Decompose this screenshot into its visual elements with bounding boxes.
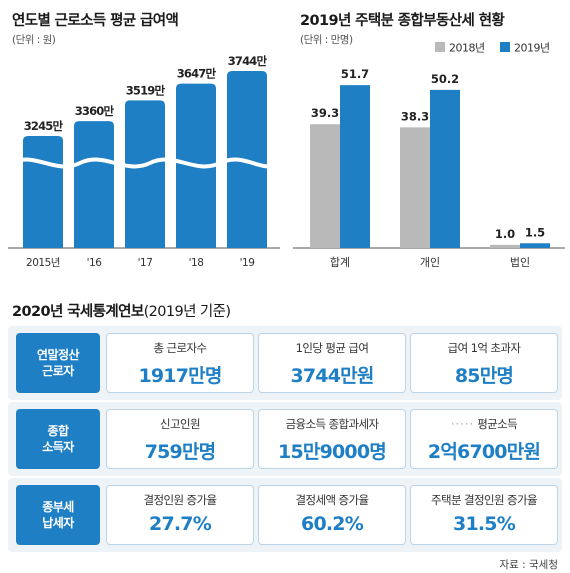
stat-label: 결정세액 증가율 <box>295 493 370 507</box>
tick-label-1: 개인 <box>420 256 440 269</box>
bar-2-0 <box>490 244 520 248</box>
data-label-0-0: 39.3 <box>311 106 339 120</box>
tick-label-1: '16 <box>87 257 103 269</box>
data-label-4: 3744만 <box>228 54 268 68</box>
legend-swatch-1 <box>500 42 510 52</box>
row-label-line1: 종부세 <box>42 500 74 514</box>
row-label-line2: 근로자 <box>42 364 74 378</box>
bar-0 <box>23 136 63 248</box>
left-chart-title: 연도별 근로소득 평균 급여액 <box>12 13 179 29</box>
data-label-1-0: 38.3 <box>401 109 429 123</box>
tick-label-0: 2015년 <box>26 257 60 269</box>
bar-2-1 <box>520 243 550 248</box>
tick-label-0: 합계 <box>330 256 350 269</box>
dotted-leader: ····· <box>450 417 475 431</box>
bar-1-0 <box>400 127 430 248</box>
yearbook-title-bold: 2020년 국세통계연보 <box>12 304 144 320</box>
stat-value: 60.2% <box>301 513 364 535</box>
data-label-1-1: 50.2 <box>431 72 459 86</box>
data-label-0-1: 51.7 <box>341 67 369 81</box>
tick-label-3: '18 <box>189 257 204 269</box>
tick-label-2: 법인 <box>510 256 530 269</box>
stat-value: 3744만원 <box>290 365 374 387</box>
stat-label: ····· 평균소득 <box>411 416 557 432</box>
bar-2 <box>125 100 165 248</box>
row-label-line2: 소득자 <box>42 440 74 454</box>
row-label-line1: 연말정산 <box>36 348 80 362</box>
right-bar-chart: 2018년 2019년 39.3 51.7 합계 38.3 50.2 개인 1.0 1.5 법인 <box>293 42 565 269</box>
axis-break-wave <box>11 157 282 169</box>
data-label-0: 3245만 <box>24 119 64 133</box>
data-label-2: 3519만 <box>126 83 166 97</box>
stat-value: 85만명 <box>454 365 514 387</box>
stat-value: 759만명 <box>144 441 216 463</box>
stat-label: 1인당 평균 급여 <box>295 341 369 355</box>
data-label-3: 3647만 <box>177 67 217 81</box>
stat-avg-salary: 1인당 평균 급여 3744만원 <box>258 333 406 393</box>
legend-label-0: 2018년 <box>449 42 485 55</box>
stat-label-text: 평균소득 <box>477 417 518 431</box>
stat-value: 1917만명 <box>138 365 222 387</box>
yearbook-title-light: (2019년 기준) <box>143 304 231 320</box>
data-label-2-0: 1.0 <box>495 227 515 241</box>
stat-label: 주택분 결정인원 증가율 <box>431 493 538 507</box>
bar-0-0 <box>310 124 340 248</box>
source-note: 자료 : 국세청 <box>499 559 558 571</box>
left-bar-chart: 3245만 2015년 3360만 '16 3519만 '17 3647만 '18 3744만 '… <box>8 54 282 269</box>
stat-label: 결정인원 증가율 <box>143 493 218 507</box>
stat-label: 급여 1억 초과자 <box>447 341 521 355</box>
data-label-1: 3360만 <box>75 104 115 118</box>
stat-decided-persons-growth: 결정인원 증가율 27.7% <box>106 485 254 545</box>
data-label-2-1: 1.5 <box>525 225 545 239</box>
yearbook-title: 2020년 국세통계연보(2019년 기준) <box>12 300 231 321</box>
tick-label-4: '19 <box>240 257 255 269</box>
right-chart-title: 2019년 주택분 종합부동산세 현황 <box>300 13 505 29</box>
row-label-line2: 납세자 <box>42 516 74 530</box>
stat-decided-amount-growth: 결정세액 증가율 60.2% <box>258 485 406 545</box>
legend-label-1: 2019년 <box>514 42 550 55</box>
stat-value: 27.7% <box>149 513 212 535</box>
legend-swatch-0 <box>435 42 445 52</box>
bar-1-1 <box>430 89 460 248</box>
bar-0-1 <box>340 85 370 248</box>
right-chart-unit: (단위 : 만명) <box>300 34 353 46</box>
stat-label: 금융소득 종합과세자 <box>285 417 379 431</box>
stat-value: 15만9000명 <box>278 441 387 463</box>
stat-housing-decided-growth: 주택분 결정인원 증가율 31.5% <box>410 485 558 545</box>
stat-filers: 신고인원 759만명 <box>106 409 254 469</box>
stat-label: 총 근로자수 <box>153 341 208 355</box>
row-label-line1: 종합 <box>47 424 69 438</box>
bar-1 <box>74 121 114 248</box>
stat-total-workers: 총 근로자수 1917만명 <box>106 333 254 393</box>
stat-over-100m: 급여 1억 초과자 85만명 <box>410 333 558 393</box>
stat-value: 2억6700만원 <box>427 441 541 463</box>
stat-financial-income-taxpayers: 금융소득 종합과세자 15만9000명 <box>258 409 406 469</box>
left-chart-unit: (단위 : 원) <box>12 34 56 46</box>
stat-label: 신고인원 <box>160 417 201 431</box>
tick-label-2: '17 <box>138 257 153 269</box>
stat-value: 31.5% <box>453 513 516 535</box>
stat-avg-income: ····· 평균소득 2억6700만원 <box>410 409 558 469</box>
